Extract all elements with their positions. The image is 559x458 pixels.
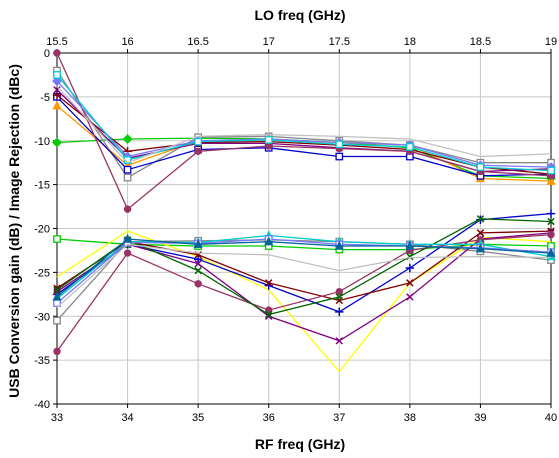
x2-tick-label: 18	[404, 36, 416, 48]
series-line	[56, 243, 552, 308]
data-point	[123, 205, 132, 213]
data-point	[547, 166, 555, 175]
data-point	[546, 209, 556, 218]
data-point	[53, 316, 61, 325]
data-point	[546, 247, 556, 257]
data-point	[194, 280, 202, 288]
y-tick-label: -15	[34, 180, 50, 192]
data-point	[405, 240, 415, 250]
data-point	[53, 49, 61, 57]
x2-tick-label: 16.5	[187, 36, 208, 48]
data-point	[52, 291, 62, 301]
series-line	[56, 52, 552, 211]
data-point	[53, 71, 61, 79]
x-tick-label: 39	[474, 412, 486, 424]
series-line	[56, 212, 552, 313]
x2-tick-label: 19	[545, 36, 557, 48]
series-line	[56, 70, 551, 179]
data-point	[53, 235, 61, 243]
x2-tick-label: 17	[263, 36, 275, 48]
data-point	[476, 163, 485, 171]
data-point	[335, 140, 344, 149]
data-point	[334, 240, 344, 250]
data-point	[406, 279, 414, 287]
data-point	[53, 347, 61, 356]
x-tick-label: 38	[404, 412, 416, 424]
data-point	[547, 217, 555, 226]
data-point	[122, 134, 133, 144]
y-tick-label: -10	[34, 136, 50, 148]
data-point	[406, 143, 414, 151]
data-point	[123, 165, 132, 174]
x2-tick-label: 16	[121, 36, 133, 48]
series-line	[56, 233, 552, 352]
data-point	[193, 255, 203, 264]
data-point	[264, 236, 274, 246]
data-point	[194, 137, 202, 146]
x2-tick-label: 17.5	[329, 36, 350, 48]
data-point	[335, 337, 344, 345]
series-line	[56, 234, 552, 300]
data-point	[264, 279, 273, 287]
data-point	[194, 259, 202, 268]
series-line	[56, 96, 552, 177]
y-tick-label: 0	[44, 48, 50, 60]
series-line	[56, 85, 552, 164]
y-tick-label: -25	[34, 267, 50, 279]
data-point	[476, 215, 485, 223]
data-point	[475, 243, 485, 253]
x-tick-label: 35	[192, 412, 204, 424]
x2-tick-label: 15.5	[46, 36, 67, 48]
data-point	[335, 307, 344, 317]
x-tick-label: 40	[545, 412, 557, 424]
data-point	[194, 266, 202, 275]
x-tick-label: 33	[51, 412, 63, 424]
y-tick-label: -5	[40, 92, 50, 104]
series-line	[56, 218, 552, 316]
series-line	[56, 80, 552, 168]
x2-axis-title: LO freq (GHz)	[255, 7, 346, 23]
data-point	[123, 249, 132, 257]
data-point	[193, 238, 203, 248]
data-point	[264, 310, 273, 319]
data-point	[52, 90, 62, 100]
x-tick-label: 34	[121, 412, 133, 424]
plot-frame	[56, 52, 552, 405]
series-line	[56, 238, 552, 304]
data-point	[52, 137, 62, 148]
data-point	[405, 263, 415, 273]
y-axis-title: USB Conversion gain (dB) / Image Rejecti…	[6, 64, 22, 398]
data-point	[194, 147, 202, 155]
data-point	[335, 287, 343, 296]
data-point	[52, 100, 62, 110]
data-point	[123, 173, 132, 182]
y-tick-label: -30	[34, 311, 50, 323]
data-point	[406, 293, 414, 301]
data-point	[265, 306, 273, 314]
data-point	[52, 76, 62, 86]
y-tick-label: -20	[34, 224, 50, 236]
data-point	[264, 136, 273, 144]
data-point	[406, 252, 414, 261]
series-line	[56, 74, 552, 172]
x2-tick-label: 18.5	[470, 36, 491, 48]
x-axis-title: RF freq (GHz)	[255, 436, 345, 452]
data-point	[476, 229, 485, 237]
y-tick-label: -35	[34, 355, 50, 367]
data-point	[53, 286, 61, 294]
data-point	[335, 152, 344, 161]
x-tick-label: 37	[333, 412, 345, 424]
x-tick-label: 36	[263, 412, 275, 424]
y-tick-label: -40	[34, 399, 50, 411]
data-point	[547, 230, 555, 239]
data-point	[546, 175, 556, 185]
data-point	[335, 293, 344, 301]
data-point	[123, 233, 133, 243]
series-line	[56, 238, 552, 298]
